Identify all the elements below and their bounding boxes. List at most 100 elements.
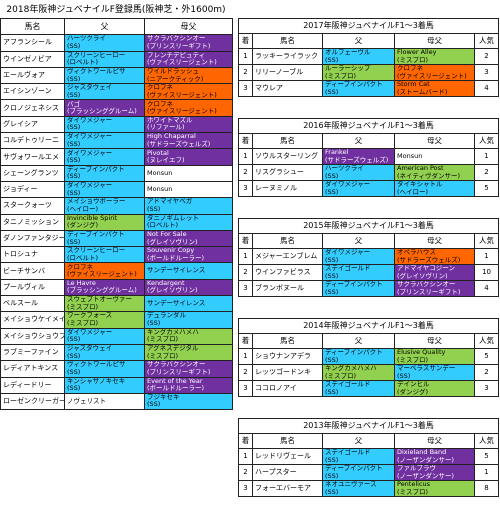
horse-cell: エイシンゾーン	[0, 83, 65, 101]
rank-cell: 1	[238, 48, 253, 65]
horse-cell: サヴォワールエメ	[0, 148, 65, 166]
dam-sire: デインヒル	[397, 380, 430, 388]
header-rank: 着	[238, 433, 253, 449]
dam-sire-cell: マーベラスサンデー (SS)	[394, 364, 475, 381]
sire-cell: オルフェーヴル (SS)	[322, 48, 395, 65]
dam-sire-line: (ヴァイスリージェント)	[397, 71, 467, 80]
dam-sire-cell: サクラバクシンオー (プリンスリーギフト)	[394, 280, 475, 297]
dam-sire-line: (ネイティヴダンサー)	[397, 171, 461, 180]
sire-line: (SS)	[325, 387, 339, 396]
table-row: コルデトゥリーニ ダイワメジャー (SS) High Chaparral (サドラーズウ…	[0, 132, 233, 150]
sire-cell: ジャスタウェイ (SS)	[64, 343, 145, 362]
header-dam-sire: 母父	[394, 33, 475, 49]
dam-sire-cell: High Chaparral (サドラーズウェルズ)	[144, 132, 233, 150]
dam-sire: マーベラスサンデー	[397, 364, 456, 372]
horse-cell: ベルスール	[0, 295, 65, 313]
dam-sire: American Post	[397, 164, 444, 172]
table-row: シェーングランツ ディープインパクト (SS) Monsun	[0, 164, 233, 182]
sire-cell: キングカメハメハ (ミスプロ)	[322, 364, 395, 381]
results-table: 2016年阪神ジュベナイルF1～3着馬着馬名父母父 人気 1 ソウルスターリング Fra…	[237, 118, 500, 197]
sire: ジャスタウェイ	[67, 344, 113, 353]
dam-sire-line: (ロベルト)	[147, 221, 179, 230]
table-row: アフランシール ハーツクライ (SS) サクラバクシンオー (プリンスリーギフト)	[0, 34, 233, 52]
dam-sire: Storm Cat	[397, 80, 430, 88]
dam-sire-line: (ヴァイスリージェント)	[147, 107, 217, 116]
horse-cell: リスグラシュー	[252, 164, 323, 181]
sire-line: (SS)	[325, 55, 339, 64]
pop-cell: 5	[473, 348, 500, 365]
dam-sire-line: (SS)	[397, 371, 411, 380]
dam-sire-cell: クロフネ (ヴァイスリージェント)	[394, 64, 475, 81]
results-title-row: 2013年阪神ジュベナイルF1～3着馬	[237, 418, 500, 434]
sire-line: (ミスプロ)	[325, 71, 357, 80]
sire-line: (SS)	[325, 87, 339, 96]
header-pop: 人気	[473, 333, 500, 349]
table-row: 1 レッドリヴェール ステイゴールド (SS) Dixieland Band (ノーザンダ…	[238, 448, 500, 465]
sire-line: (サドラーズウェルズ)	[325, 155, 389, 164]
sire-line: (SS)	[67, 90, 81, 99]
sire: ワークフォース	[67, 311, 113, 320]
pop-cell: 4	[473, 280, 500, 297]
sire-cell: バゴ (ブラッシンググルーム)	[64, 99, 145, 117]
page-title: 2018年阪神ジュベナイルF登録馬(阪神芝・外1600m)	[6, 5, 226, 15]
results-table: 2017年阪神ジュベナイルF1～3着馬着馬名父母父 人気 1 ラッキーライラック オルフ…	[237, 18, 500, 97]
sire: キングカメハメハ	[325, 364, 377, 372]
sire: ディープインパクト	[67, 165, 125, 173]
dam-sire-line: (ニアークティック)	[147, 74, 204, 83]
dam-sire-line: (サドラーズウェルズ)	[397, 255, 461, 264]
horse-cell: マウレア	[252, 80, 323, 97]
header-rank: 着	[238, 333, 253, 349]
results-table: 2013年阪神ジュベナイルF1～3着馬着馬名父母父 人気 1 レッドリヴェール ステイゴ…	[237, 418, 500, 497]
sire-cell: ディープインパクト (SS)	[64, 164, 145, 182]
sire: スクリーンヒーロー	[67, 51, 126, 59]
sire-cell: ルーラーシップ (ミスプロ)	[322, 64, 395, 81]
rank-cell: 2	[238, 164, 253, 181]
dam-sire: Dixieland Band	[397, 448, 447, 456]
sire-cell: ダイワメジャー (SS)	[322, 180, 395, 197]
sire-cell: ヴィクトワールピサ (SS)	[64, 66, 145, 85]
sire-line: (SS)	[325, 487, 339, 496]
header-horse: 馬名	[0, 17, 65, 36]
dam-sire-line: (リファール)	[147, 123, 185, 132]
header-sire: 父	[322, 33, 395, 49]
dam-sire-cell: ホワイトマズル (リファール)	[144, 115, 233, 134]
pop-cell: 2	[473, 48, 500, 65]
header-pop: 人気	[473, 33, 500, 49]
dam-sire-cell: キングカメハメハ (ミスプロ)	[144, 327, 233, 345]
dam-sire-cell: アグネスデジタル (ミスプロ)	[144, 343, 233, 362]
sire: ハーツクライ	[67, 34, 106, 43]
dam-sire: タイキシャトル	[397, 180, 443, 188]
table-row: 2 レッツゴードンキ キングカメハメハ (ミスプロ) マーベラスサンデー (SS) 2	[238, 364, 500, 381]
sire-line: (ブラッシンググルーム)	[67, 286, 137, 295]
dam-sire: アドマイヤコジーン	[397, 264, 455, 272]
horse-cell: リリーノーブル	[252, 64, 323, 81]
results-title: 2017年阪神ジュベナイルF1～3着馬	[237, 18, 500, 34]
header-horse: 馬名	[252, 433, 323, 449]
table-row: サヴォワールエメ ダイワメジャー (SS) Pivotal (ヌレイエフ)	[0, 148, 233, 166]
sire-line: (SS)	[325, 171, 339, 180]
table-row: 1 ラッキーライラック オルフェーヴル (SS) Flower Alley (ミスプロ) 2	[238, 48, 500, 65]
sire-line: (SS)	[67, 237, 81, 246]
table-row: エールヴォア ヴィクトワールピサ (SS) ワイルドラッシュ (ニアークティック)	[0, 66, 233, 85]
dam-sire-cell: サクラバクシンオー (プリンスリーギフト)	[144, 34, 233, 52]
dam-sire-line: (プリンスリーギフト)	[147, 41, 211, 50]
dam-sire-line: (SS)	[147, 204, 161, 213]
pop-cell: 5	[473, 180, 500, 197]
sire-cell: ステイゴールド (SS)	[322, 380, 395, 397]
header-sire: 父	[64, 17, 145, 36]
sire-line: (SS)	[67, 41, 81, 50]
header-pop: 人気	[473, 133, 500, 149]
dam-sire-line: (グレイソヴリン)	[147, 286, 198, 295]
rank-cell: 2	[238, 364, 253, 381]
dam-sire: High Chaparral	[147, 132, 196, 141]
horse-cell: メイショウケイメイ	[0, 311, 65, 329]
dam-sire-line: (グレイソヴリン)	[147, 237, 198, 246]
sire-line: (ミスプロ)	[67, 302, 99, 311]
header-pop: 人気	[473, 233, 500, 249]
header-dam-sire: 母父	[394, 133, 475, 149]
dam-sire: Monsun	[147, 184, 173, 193]
horse-cell: プールヴィル	[0, 278, 65, 297]
horse-cell: エールヴォア	[0, 66, 65, 85]
dam-sire-line: (ヌレイエフ)	[147, 156, 185, 165]
dam-sire-cell: Monsun	[394, 148, 475, 165]
